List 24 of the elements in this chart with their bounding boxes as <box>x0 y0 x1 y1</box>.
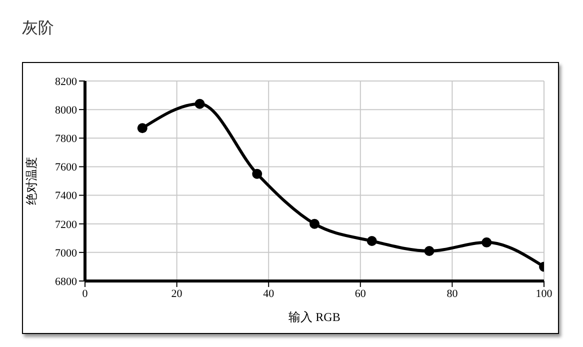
x-tick-label: 100 <box>536 288 553 300</box>
y-axis-title: 绝对温度 <box>24 157 38 205</box>
x-tick-label: 0 <box>82 288 88 300</box>
point <box>194 98 205 109</box>
chart-title: 灰阶 <box>22 18 54 39</box>
y-tick-label: 7200 <box>55 218 78 231</box>
x-axis-title: 输入 RGB <box>288 310 340 324</box>
x-tick-label: 60 <box>354 288 366 300</box>
point <box>310 218 320 229</box>
y-tick-label: 8000 <box>55 104 78 116</box>
point <box>252 168 262 179</box>
x-tick-label: 20 <box>171 288 183 300</box>
point <box>424 246 434 256</box>
y-tick-label: 7600 <box>55 162 78 174</box>
y-tick-label: 8200 <box>55 76 78 88</box>
y-tick-label: 7000 <box>55 247 78 260</box>
point <box>366 236 377 246</box>
y-tick-label: 6800 <box>55 276 78 288</box>
point <box>137 123 148 134</box>
x-tick-label: 80 <box>446 288 458 300</box>
x-tick-label: 40 <box>263 288 275 300</box>
y-tick-label: 7400 <box>55 190 78 202</box>
point <box>482 237 492 248</box>
y-tick-label: 7800 <box>55 133 78 146</box>
